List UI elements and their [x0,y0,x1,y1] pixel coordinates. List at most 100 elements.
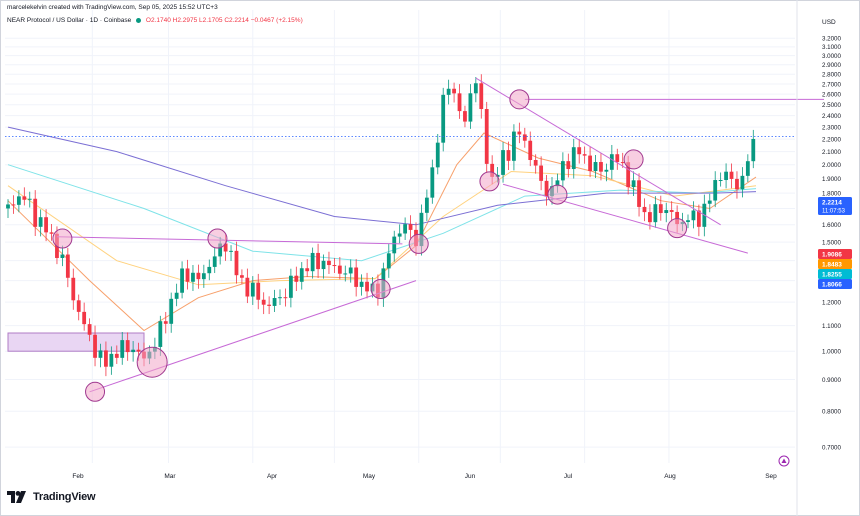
highlight-circle [136,346,168,378]
candle-body [212,256,217,267]
candle-body [430,167,435,198]
currency-label: USD [822,19,836,26]
price-tick-label: 2.4000 [822,113,841,120]
candle-body [751,138,756,162]
month-tick-label: Mar [164,473,176,480]
candle-body [658,204,663,214]
month-tick-label: Apr [267,473,278,480]
trendline [56,236,403,245]
candle-body [571,147,576,170]
price-label-box [818,269,852,279]
candle-body [648,212,652,223]
price-tick-label: 0.8000 [822,409,841,416]
candle-body [136,349,141,352]
candle-body [669,210,674,212]
candle-body [691,210,696,221]
event-marker-glyph [781,458,787,463]
candle-body [16,196,21,205]
price-tick-label: 1.9000 [822,176,841,183]
candle-body [718,180,723,182]
candle-body [191,272,195,282]
highlight-circle [85,381,106,402]
candle-body [740,175,745,190]
candle-body [240,275,244,278]
candle-body [256,282,261,300]
candle-body [354,267,359,287]
candle-body [120,340,125,358]
candle-body [582,154,587,156]
price-label-text: 1.9086 [822,252,842,259]
candle-body [452,88,456,94]
candle-body [267,304,272,306]
candle-body [109,353,114,367]
candle-body [196,272,201,280]
price-tick-label: 0.9000 [822,377,841,384]
highlight-circle [408,233,429,254]
highlight-circle [52,228,73,249]
month-tick-label: May [363,473,376,480]
price-tick-label: 2.6000 [822,91,841,98]
candle-body [223,243,228,252]
highlight-circle [509,89,530,110]
price-label-text: 1.8255 [822,272,842,279]
candle-body [517,131,522,135]
candle-body [82,311,87,325]
candle-body [38,217,43,227]
candle-body [114,353,119,358]
candle-body [294,275,299,282]
candle-body [463,111,467,122]
candle-body [696,210,701,227]
candle-body [435,142,440,168]
tradingview-logo[interactable]: TradingView [7,491,96,503]
price-tick-label: 1.5000 [822,239,841,246]
candle-body [218,243,223,257]
trendline [502,183,748,254]
price-tick-label: 2.7000 [822,81,841,88]
candle-body [653,204,658,223]
candle-body [332,265,337,267]
candle-body [6,204,10,209]
moving-average-line [7,164,757,262]
candle-body [512,131,516,161]
month-tick-label: Aug [664,473,676,480]
candle-body [686,220,690,223]
candle-body [343,273,348,275]
candle-body [27,198,32,200]
price-tick-label: 2.3000 [822,124,841,131]
highlight-circle [623,149,644,170]
candle-body [419,212,424,247]
symbol-legend: NEAR Protocol / US Dollar · 1D · Coinbas… [7,17,303,24]
candle-body [664,210,669,214]
candle-body [506,150,511,161]
candle-body [65,254,70,278]
candle-body [424,197,429,213]
price-tick-label: 1.6000 [822,222,841,229]
created-by-label: marcelekelvin created with TradingView.c… [7,4,218,11]
candle-body [49,232,54,234]
candle-body [261,299,266,305]
candle-body [185,268,190,282]
candle-body [484,109,489,164]
candle-body [626,162,631,188]
price-tick-label: 0.7000 [822,444,841,451]
market-status-dot [136,17,142,23]
price-tick-label: 2.2000 [822,136,841,143]
candle-body [60,254,65,258]
price-tick-label: 2.8000 [822,72,841,79]
candle-body [98,350,103,358]
month-tick-label: Feb [72,473,84,480]
price-tick-label: 3.1000 [822,44,841,51]
candle-body [490,163,495,177]
candle-body [544,180,549,197]
candle-body [174,292,179,299]
candle-body [158,321,163,347]
candle-body [278,297,282,299]
highlight-circle [479,171,500,192]
candle-body [337,265,342,274]
candle-body [327,260,331,266]
moving-average-line [7,132,757,332]
price-label-text: 1.8066 [822,282,842,289]
candle-body [201,273,206,280]
price-tick-label: 1.1000 [822,323,841,330]
